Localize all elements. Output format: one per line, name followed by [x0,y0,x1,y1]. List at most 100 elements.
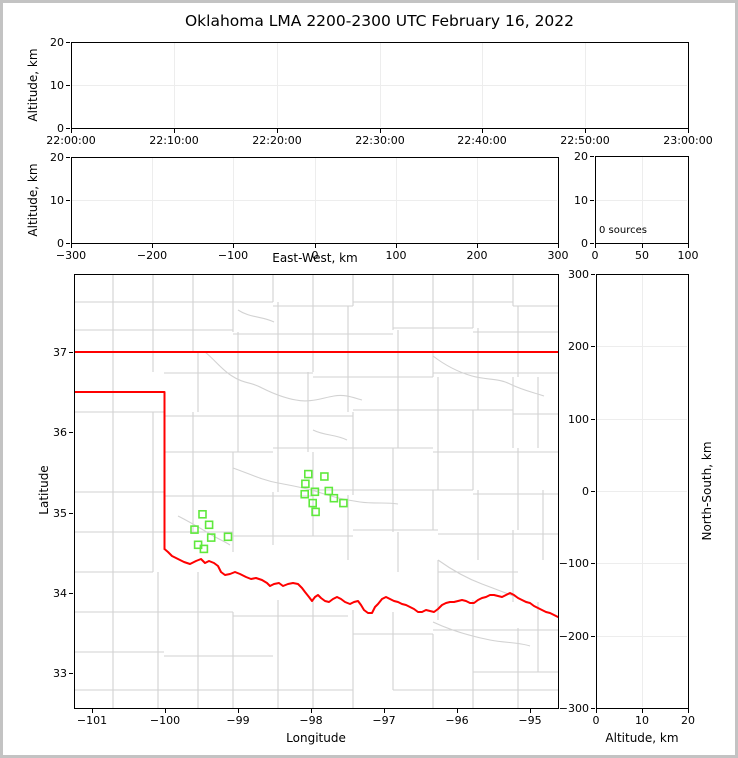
x-tickmark [585,129,586,133]
y-tick-label: 20 [574,150,588,163]
x-tick-label: −100 [217,249,249,262]
x-tickmark [71,244,72,248]
y-gridline [72,85,687,86]
y-tick-label: −100 [558,557,589,570]
y-tickmark [591,274,595,275]
y-tickmark [69,593,73,594]
x-tickmark [642,244,643,248]
y-tick-label: 300 [568,268,589,281]
y-tick-label: 0 [581,237,588,250]
x-tickmark [642,709,643,713]
y-tickmark [591,346,595,347]
x-tickmark [688,244,689,248]
y-tickmark [66,200,70,201]
ns-alt-xlabel: Altitude, km [605,731,679,745]
y-tick-label: 200 [568,340,589,353]
y-tick-label: 34 [53,587,67,600]
x-tickmark [595,244,596,248]
y-tickmark [66,128,70,129]
y-tickmark [69,673,73,674]
lma-station-square [311,507,320,517]
y-tick-label: −200 [558,630,589,643]
lma-station-square [301,479,310,489]
x-tick-label: 300 [547,249,569,262]
x-tick-label: 200 [466,249,488,262]
lma-station-square [300,489,310,499]
y-gridline [597,491,687,492]
y-gridline [72,200,557,201]
lma-station-square [190,525,199,534]
ew-height-xlabel: East-West, km [272,251,358,265]
x-tickmark [238,709,239,713]
x-tick-label: 10 [635,714,649,727]
lma-station-square [310,487,320,497]
lma-station-square [308,498,318,508]
x-tickmark [596,709,597,713]
y-tick-label: 0 [57,122,64,135]
y-gridline [596,200,687,201]
x-tick-label: 20 [681,714,695,727]
x-tickmark [165,709,166,713]
y-tick-label: 0 [57,237,64,250]
y-tick-label: 100 [568,413,589,426]
x-tick-label: 0 [591,249,599,262]
x-tickmark [477,244,478,248]
y-tickmark [591,708,595,709]
x-tick-label: 23:00:00 [663,134,713,147]
y-tick-label: −300 [558,702,589,715]
y-gridline [597,563,687,564]
x-tick-label: 22:00:00 [46,134,96,147]
x-tickmark [688,129,689,133]
x-tick-label: −200 [136,249,168,262]
x-tick-label: −100 [149,714,181,727]
lma-station-square [339,498,348,508]
x-tick-label: 100 [677,249,699,262]
y-tick-label: 33 [53,667,67,680]
x-tickmark [92,709,93,713]
y-tickmark [591,636,595,637]
x-tickmark [152,244,153,248]
x-tickmark [233,244,234,248]
y-tick-label: 0 [582,485,589,498]
y-tickmark [591,491,595,492]
x-tickmark [384,709,385,713]
x-tick-label: 0 [592,714,600,727]
y-tick-label: 10 [50,79,64,92]
x-tickmark [396,244,397,248]
north-south-altitude-panel [596,274,689,709]
y-tickmark [66,157,70,158]
x-gridline [642,157,643,242]
y-tickmark [69,352,73,353]
x-tickmark [558,244,559,248]
y-tick-label: 10 [50,194,64,207]
y-tickmark [69,513,73,514]
y-tick-label: 35 [53,507,67,520]
ns-alt-ylabel-right: North-South, km [700,441,714,541]
source-count-annotation: 0 sources [599,225,647,236]
x-tickmark [530,709,531,713]
red-river-border [163,548,559,618]
x-tick-label: −97 [372,714,396,727]
x-tickmark [380,129,381,133]
county-boundaries [74,274,558,708]
x-tickmark [482,129,483,133]
x-tick-label: −99 [226,714,250,727]
x-tickmark [71,129,72,133]
y-tick-label: 20 [50,151,64,164]
lma-station-square [303,469,313,479]
x-tickmark [277,129,278,133]
map-xlabel: Longitude [286,731,346,745]
lma-station-square [206,533,216,542]
x-tickmark [315,244,316,248]
plot-title: Oklahoma LMA 2200-2300 UTC February 16, … [184,12,575,30]
lma-station-square [329,493,339,503]
lma-station-square [198,509,207,519]
lma-station-square [324,486,334,496]
x-tick-label: −95 [518,714,542,727]
x-tick-label: 22:30:00 [355,134,405,147]
x-tick-label: −96 [445,714,469,727]
y-tick-label: 20 [50,36,64,49]
x-tickmark [311,709,312,713]
x-tick-label: 22:20:00 [252,134,302,147]
